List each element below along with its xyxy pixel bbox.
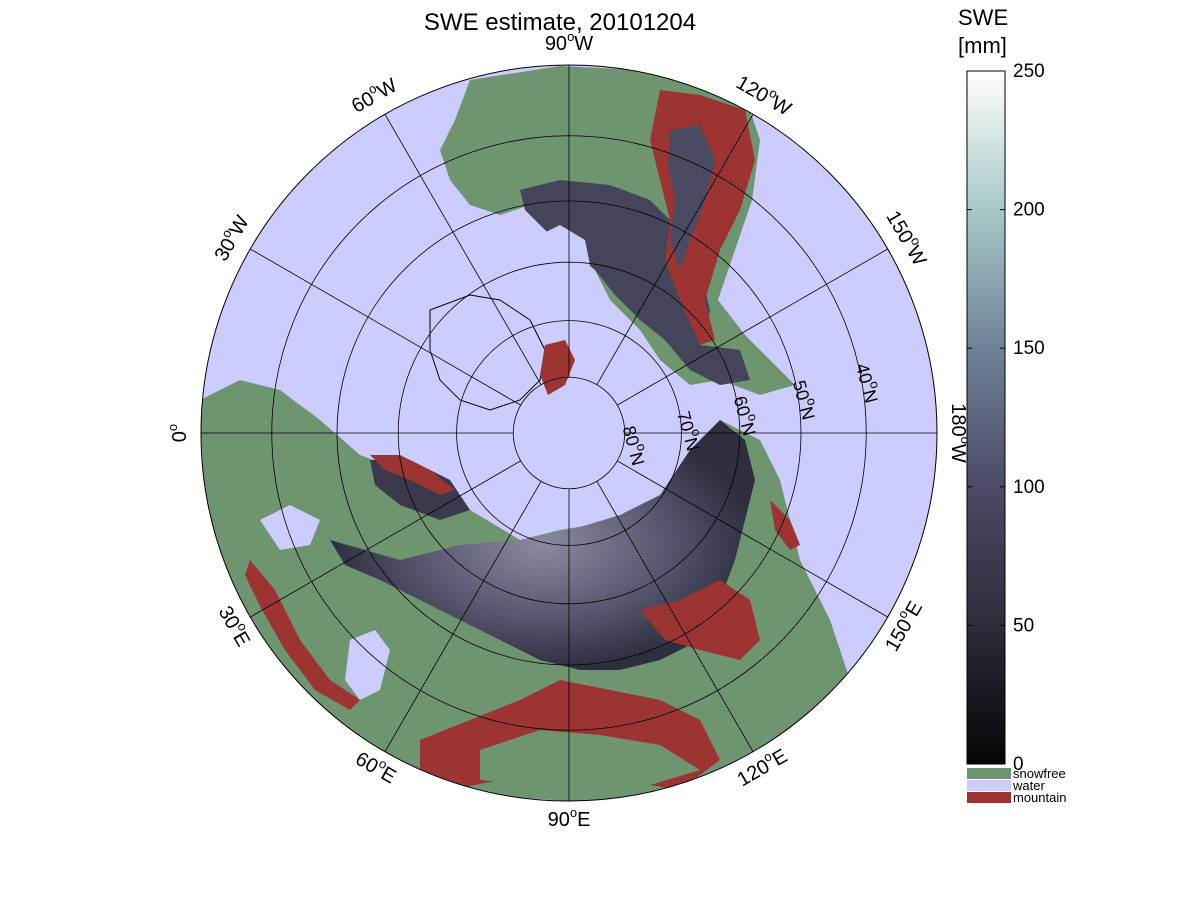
map-area <box>200 64 938 802</box>
longitude-label: 120oE <box>732 742 792 791</box>
colorbar-gradient <box>966 70 1006 765</box>
latitude-label: 60oN <box>730 393 764 438</box>
graticule <box>201 65 937 801</box>
longitude-label: 180oW <box>947 403 973 463</box>
land-layers <box>201 66 850 801</box>
kamchatka-mountain <box>770 500 800 550</box>
baltic-water <box>260 505 320 550</box>
meridian-line <box>617 248 888 406</box>
map-title: SWE estimate, 20101204 <box>424 9 696 36</box>
category-swatch-water <box>967 780 1011 791</box>
central-asia-snowfree <box>480 730 700 785</box>
siberia-snow <box>330 420 755 670</box>
meridian-line <box>384 114 542 385</box>
category-swatch-mountain <box>967 792 1011 803</box>
latitude-label: 40oN <box>852 360 886 405</box>
latitude-label: 50oN <box>789 377 823 422</box>
colorbar-tick-label: 200 <box>1013 200 1045 221</box>
longitude-label: 90oE <box>548 805 591 831</box>
colorbar-title-line2: [mm] <box>958 33 1007 58</box>
longitude-label: 90oW <box>545 29 593 55</box>
colorbar-tick-label: 50 <box>1013 615 1034 636</box>
longitude-label: 0o <box>165 424 191 442</box>
colorbar-tick-label: 150 <box>1013 338 1045 359</box>
category-label-mountain: mountain <box>1013 790 1066 805</box>
greenland <box>429 294 546 411</box>
meridian-line <box>250 460 521 618</box>
scandinavia-mountain <box>370 455 455 495</box>
category-label-water: water <box>1012 778 1045 793</box>
map-boundary <box>200 64 938 802</box>
latitude-label: 80oN <box>619 423 653 468</box>
meridian-line <box>596 481 754 752</box>
meridian-line <box>617 460 888 618</box>
category-swatch-snowfree <box>967 768 1011 779</box>
colorbar-ticks: 0 50 100 150 200 250 <box>967 61 1045 775</box>
colorbar-tick-label: 0 <box>1013 754 1024 775</box>
north-america-snow <box>520 180 750 385</box>
meridian-line <box>384 481 542 752</box>
colorbar-tick-label: 250 <box>1013 61 1045 82</box>
category-label-snowfree: snowfree <box>1013 766 1066 781</box>
hudson-bay-water <box>530 225 590 290</box>
meridian-line <box>596 114 754 385</box>
europe-mountain <box>245 560 360 710</box>
caspian-water <box>345 630 390 700</box>
colorbar-title-line1: SWE <box>958 5 1008 30</box>
meridian-line <box>250 248 521 406</box>
colorbar-tick-label: 100 <box>1013 477 1045 498</box>
colorbar: SWE [mm] 0 50 100 150 200 250 snowfreewatermo… <box>958 5 1066 805</box>
rockies-inner-snow <box>668 125 715 270</box>
